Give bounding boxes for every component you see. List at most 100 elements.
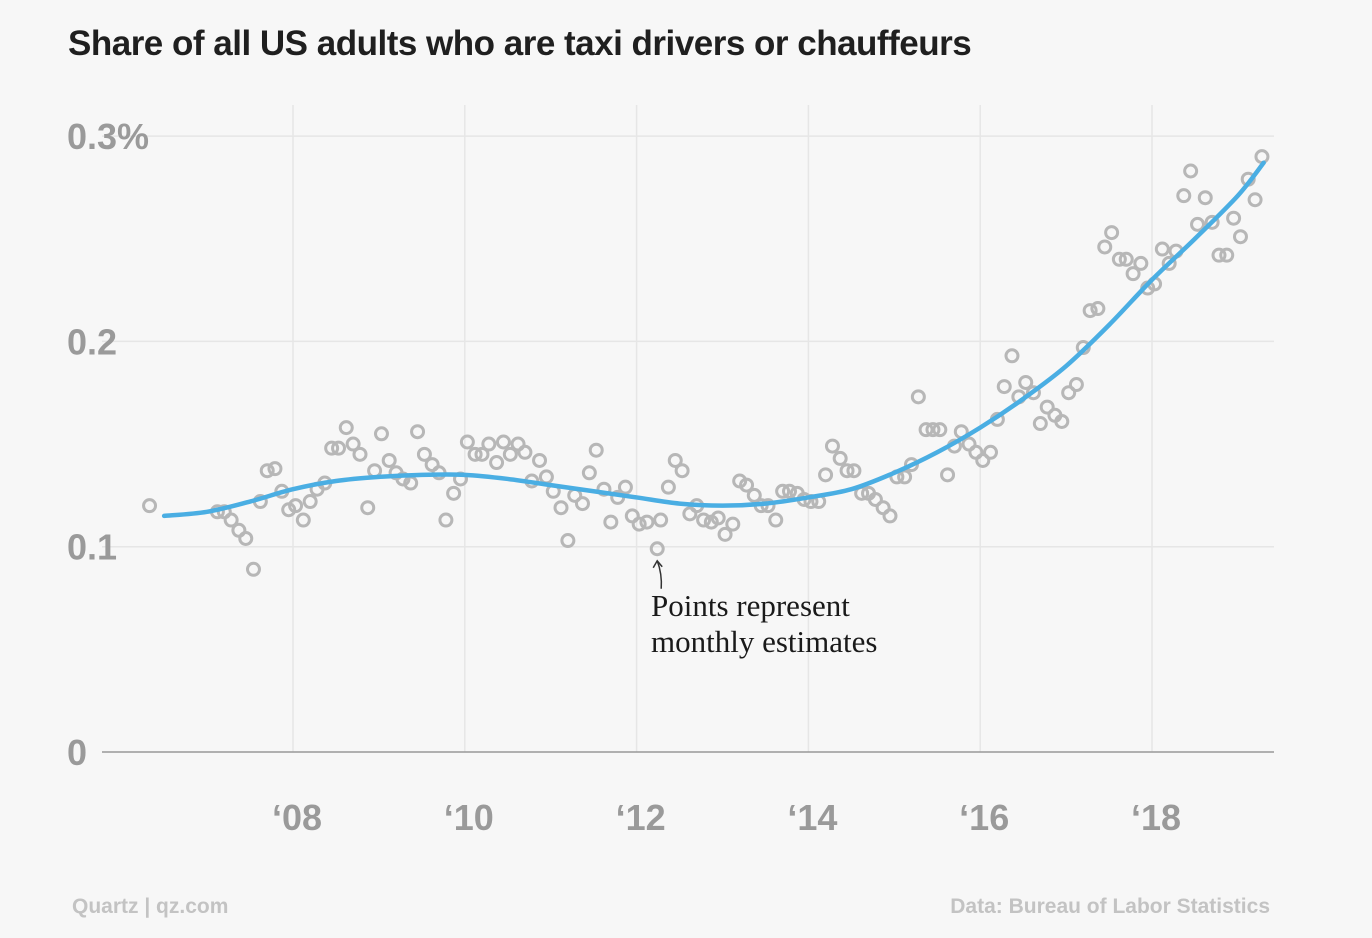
data-point (574, 496, 590, 512)
data-point (1219, 247, 1235, 263)
data-point (142, 498, 158, 514)
y-tick-label: 0.3% (67, 116, 149, 157)
data-point (489, 455, 505, 471)
data-point (867, 491, 883, 507)
data-point (1232, 229, 1248, 245)
data-point (331, 440, 347, 456)
data-point (245, 561, 261, 577)
data-point (824, 438, 840, 454)
data-point (983, 444, 999, 460)
data-point (932, 422, 948, 438)
data-point (295, 512, 311, 528)
x-tick-label: ‘08 (272, 797, 322, 838)
data-point (653, 512, 669, 528)
annotation-text: Points represent (651, 588, 850, 623)
data-point (1090, 301, 1106, 317)
data-point (373, 426, 389, 442)
data-point (660, 479, 676, 495)
y-tick-label: 0.2 (67, 321, 117, 362)
data-point (1125, 266, 1141, 282)
y-tick-label: 0.1 (67, 527, 117, 568)
data-point (975, 452, 991, 468)
data-point (532, 452, 548, 468)
data-point (1204, 214, 1220, 230)
data-point (1133, 255, 1149, 271)
data-point (481, 436, 497, 452)
y-tick-label: 0 (67, 732, 87, 773)
data-point (768, 512, 784, 528)
data-point (1054, 413, 1070, 429)
data-point (925, 422, 941, 438)
data-point (588, 442, 604, 458)
y-axis-ticks: 0.3% 0.2 0.1 0 (67, 116, 149, 773)
data-point (581, 465, 597, 481)
data-point (617, 479, 633, 495)
data-point (1104, 225, 1120, 241)
data-point (1018, 374, 1034, 390)
data-point (495, 434, 511, 450)
data-point (1197, 190, 1213, 206)
data-point (1118, 251, 1134, 267)
data-point (223, 512, 239, 528)
data-point (517, 444, 533, 460)
data-point (603, 514, 619, 530)
data-point (302, 494, 318, 510)
data-point (782, 483, 798, 499)
data-point (1247, 192, 1263, 208)
chart-title: Share of all US adults who are taxi driv… (68, 24, 972, 63)
data-point (345, 436, 361, 452)
data-point (324, 440, 340, 456)
data-point (596, 481, 612, 497)
data-point (674, 463, 690, 479)
data-point (553, 500, 569, 516)
x-axis-ticks: ‘08 ‘10 ‘12 ‘14 ‘16 ‘18 (272, 797, 1181, 838)
data-point (416, 446, 432, 462)
data-point (832, 450, 848, 466)
data-point (818, 467, 834, 483)
data-point (360, 500, 376, 516)
data-point (1032, 416, 1048, 432)
footer-credit: Quartz | qz.com (72, 895, 229, 918)
trend-line (161, 160, 1266, 519)
annotation-arrow (656, 560, 663, 589)
data-point (259, 463, 275, 479)
data-point (474, 446, 490, 462)
data-point (410, 424, 426, 440)
data-point (395, 471, 411, 487)
data-points (142, 149, 1270, 577)
x-tick-label: ‘10 (444, 797, 494, 838)
data-point (725, 516, 741, 532)
data-point (538, 469, 554, 485)
data-point (710, 510, 726, 526)
annotation-text: monthly estimates (651, 624, 877, 659)
data-point (739, 477, 755, 493)
data-point (381, 452, 397, 468)
data-point (1082, 303, 1098, 319)
x-tick-label: ‘16 (959, 797, 1009, 838)
data-point (459, 434, 475, 450)
x-tick-label: ‘14 (787, 797, 837, 838)
data-point (1004, 348, 1020, 364)
data-point (846, 463, 862, 479)
data-point (352, 446, 368, 462)
data-point (338, 420, 354, 436)
data-point (996, 379, 1012, 395)
data-point (288, 498, 304, 514)
data-point (446, 485, 462, 501)
data-point (1183, 163, 1199, 179)
data-point (918, 422, 934, 438)
data-point (696, 512, 712, 528)
annotation-arrowhead (652, 559, 663, 569)
data-point (1254, 149, 1270, 165)
data-point (467, 446, 483, 462)
data-point (1111, 251, 1127, 267)
data-point (775, 483, 791, 499)
data-point (560, 533, 576, 549)
data-point (910, 389, 926, 405)
data-point (1097, 239, 1113, 255)
data-point (1176, 188, 1192, 204)
data-point (1161, 255, 1177, 271)
data-point (267, 461, 283, 477)
